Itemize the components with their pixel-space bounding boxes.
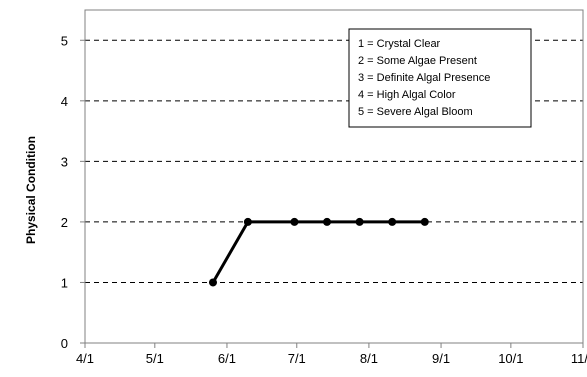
x-tick-label: 7/1 bbox=[288, 351, 306, 366]
series-line bbox=[211, 220, 425, 284]
y-tick-label: 1 bbox=[61, 275, 68, 290]
data-point bbox=[420, 217, 429, 226]
y-axis-label: Physical Condition bbox=[24, 136, 38, 244]
data-point bbox=[355, 217, 364, 226]
x-tick-label: 9/1 bbox=[432, 351, 450, 366]
x-tick-label: 6/1 bbox=[218, 351, 236, 366]
series-group bbox=[208, 217, 429, 287]
legend: 1 = Crystal Clear 2 = Some Algae Present 3… bbox=[348, 28, 532, 128]
y-tick-label: 5 bbox=[61, 33, 68, 48]
data-point bbox=[323, 217, 332, 226]
y-tick-label: 0 bbox=[61, 336, 68, 351]
x-tick-label: 5/1 bbox=[146, 351, 164, 366]
data-point bbox=[388, 217, 397, 226]
x-tick-label: 11/1 bbox=[571, 351, 587, 366]
plot-area-frame bbox=[84, 9, 584, 344]
y-tick-label: 4 bbox=[61, 94, 68, 109]
data-point bbox=[290, 217, 299, 226]
x-axis-ticks: 4/1 5/1 6/1 7/1 8/1 9/1 10/1 11/1 bbox=[76, 343, 587, 366]
data-point bbox=[208, 278, 217, 287]
x-tick-label: 8/1 bbox=[360, 351, 378, 366]
legend-entry: 4 = High Algal Color bbox=[358, 89, 456, 101]
x-tick-label: 4/1 bbox=[76, 351, 94, 366]
x-tick-label: 10/1 bbox=[498, 351, 523, 366]
legend-entry: 1 = Crystal Clear bbox=[358, 38, 441, 50]
y-tick-label: 2 bbox=[61, 215, 68, 230]
legend-entry: 5 = Severe Algal Bloom bbox=[358, 106, 473, 118]
y-axis-ticks: 0 1 2 3 4 5 bbox=[61, 33, 85, 351]
y-tick-label: 3 bbox=[61, 154, 68, 169]
legend-entry: 3 = Definite Algal Presence bbox=[358, 72, 490, 84]
legend-entry: 2 = Some Algae Present bbox=[358, 55, 477, 67]
data-point bbox=[243, 217, 252, 226]
legend-box bbox=[348, 28, 532, 128]
